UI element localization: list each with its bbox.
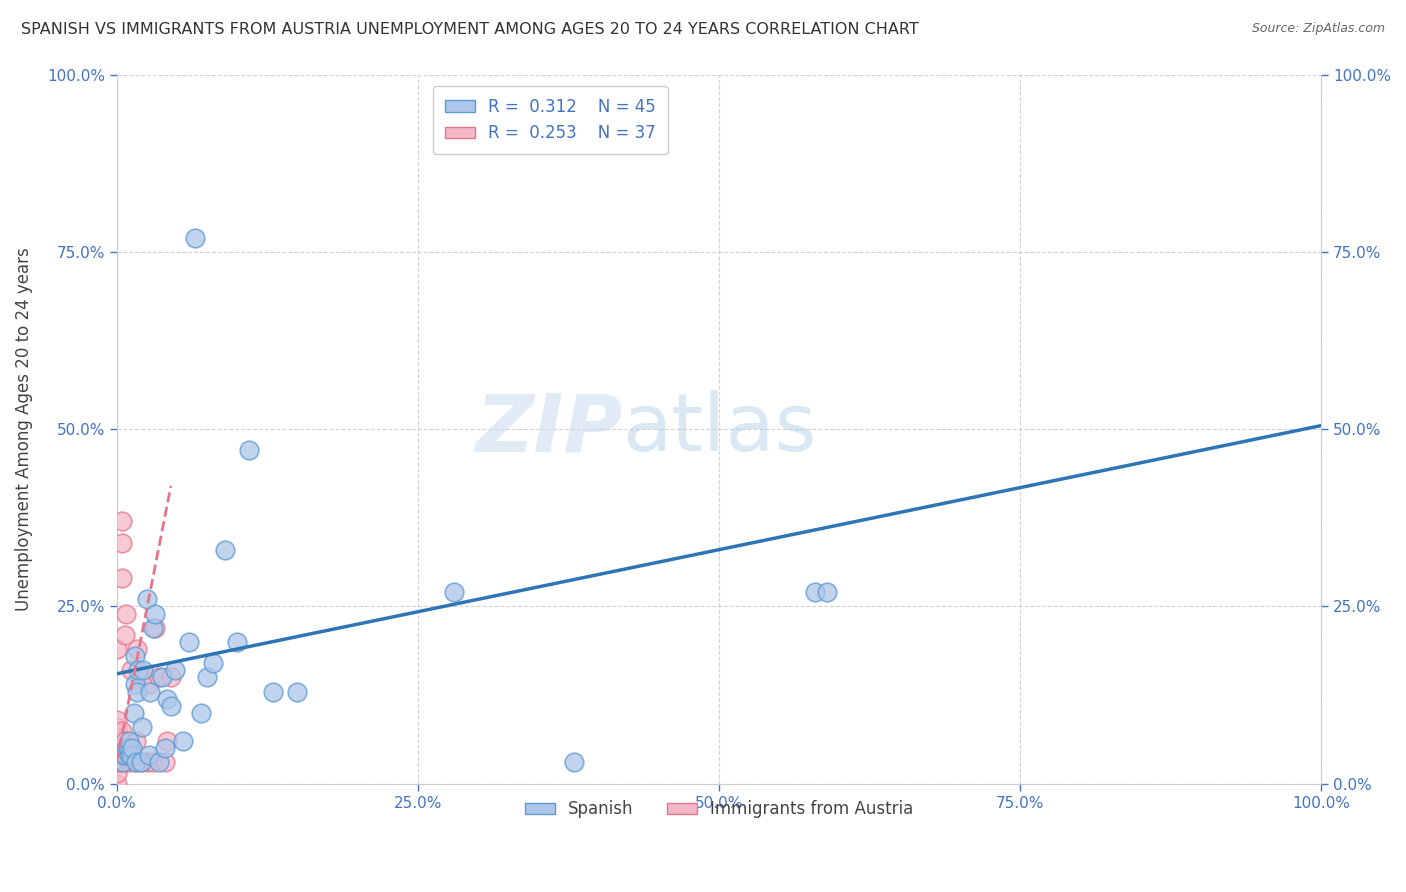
Point — [114, 628, 136, 642]
Point — [195, 670, 218, 684]
Point — [262, 684, 284, 698]
Text: atlas: atlas — [623, 390, 817, 468]
Point — [115, 607, 138, 621]
Point — [111, 756, 134, 770]
Point — [118, 745, 141, 759]
Point — [152, 670, 174, 684]
Point — [142, 621, 165, 635]
Point — [132, 670, 155, 684]
Point — [110, 535, 132, 549]
Point — [148, 756, 170, 770]
Point — [142, 756, 165, 770]
Point — [148, 670, 170, 684]
Point — [138, 748, 160, 763]
Point — [184, 230, 207, 244]
Point — [129, 756, 152, 770]
Point — [105, 741, 128, 756]
Point — [111, 748, 134, 763]
Point — [129, 756, 152, 770]
Point — [118, 756, 141, 770]
Point — [815, 585, 838, 599]
Point — [105, 642, 128, 657]
Point — [139, 684, 162, 698]
Point — [118, 741, 141, 756]
Point — [105, 734, 128, 748]
Point — [127, 684, 149, 698]
Point — [114, 734, 136, 748]
Point — [156, 734, 179, 748]
Point — [226, 635, 249, 649]
Point — [127, 663, 149, 677]
Point — [131, 720, 153, 734]
Point — [115, 741, 138, 756]
Text: SPANISH VS IMMIGRANTS FROM AUSTRIA UNEMPLOYMENT AMONG AGES 20 TO 24 YEARS CORREL: SPANISH VS IMMIGRANTS FROM AUSTRIA UNEMP… — [21, 22, 920, 37]
Point — [163, 663, 186, 677]
Point — [105, 766, 128, 780]
Point — [110, 723, 132, 738]
Point — [118, 734, 141, 748]
Point — [120, 663, 142, 677]
Point — [117, 741, 139, 756]
Point — [121, 741, 143, 756]
Point — [124, 756, 146, 770]
Point — [105, 738, 128, 752]
Point — [135, 592, 157, 607]
Point — [110, 571, 132, 585]
Point — [202, 656, 225, 670]
Point — [153, 756, 176, 770]
Point — [120, 748, 142, 763]
Point — [287, 684, 309, 698]
Point — [138, 677, 160, 691]
Point — [110, 745, 132, 759]
Point — [156, 691, 179, 706]
Point — [118, 748, 141, 763]
Point — [110, 734, 132, 748]
Point — [110, 756, 132, 770]
Point — [125, 756, 148, 770]
Point — [112, 756, 135, 770]
Point — [132, 663, 155, 677]
Text: ZIP: ZIP — [475, 390, 623, 468]
Point — [190, 706, 212, 720]
Point — [160, 698, 183, 713]
Point — [105, 720, 128, 734]
Point — [214, 542, 236, 557]
Point — [160, 670, 183, 684]
Point — [105, 777, 128, 791]
Point — [105, 756, 128, 770]
Point — [105, 713, 128, 727]
Point — [110, 514, 132, 528]
Point — [177, 635, 200, 649]
Point — [125, 734, 148, 748]
Point — [153, 741, 176, 756]
Point — [238, 443, 260, 458]
Point — [804, 585, 827, 599]
Point — [124, 677, 146, 691]
Text: Source: ZipAtlas.com: Source: ZipAtlas.com — [1251, 22, 1385, 36]
Point — [143, 621, 166, 635]
Point — [124, 649, 146, 664]
Point — [112, 745, 135, 759]
Point — [114, 748, 136, 763]
Legend: Spanish, Immigrants from Austria: Spanish, Immigrants from Austria — [517, 794, 920, 825]
Point — [127, 642, 149, 657]
Point — [135, 756, 157, 770]
Point — [443, 585, 465, 599]
Y-axis label: Unemployment Among Ages 20 to 24 years: Unemployment Among Ages 20 to 24 years — [15, 247, 32, 611]
Point — [172, 734, 194, 748]
Point — [143, 607, 166, 621]
Point — [564, 756, 586, 770]
Point — [122, 706, 145, 720]
